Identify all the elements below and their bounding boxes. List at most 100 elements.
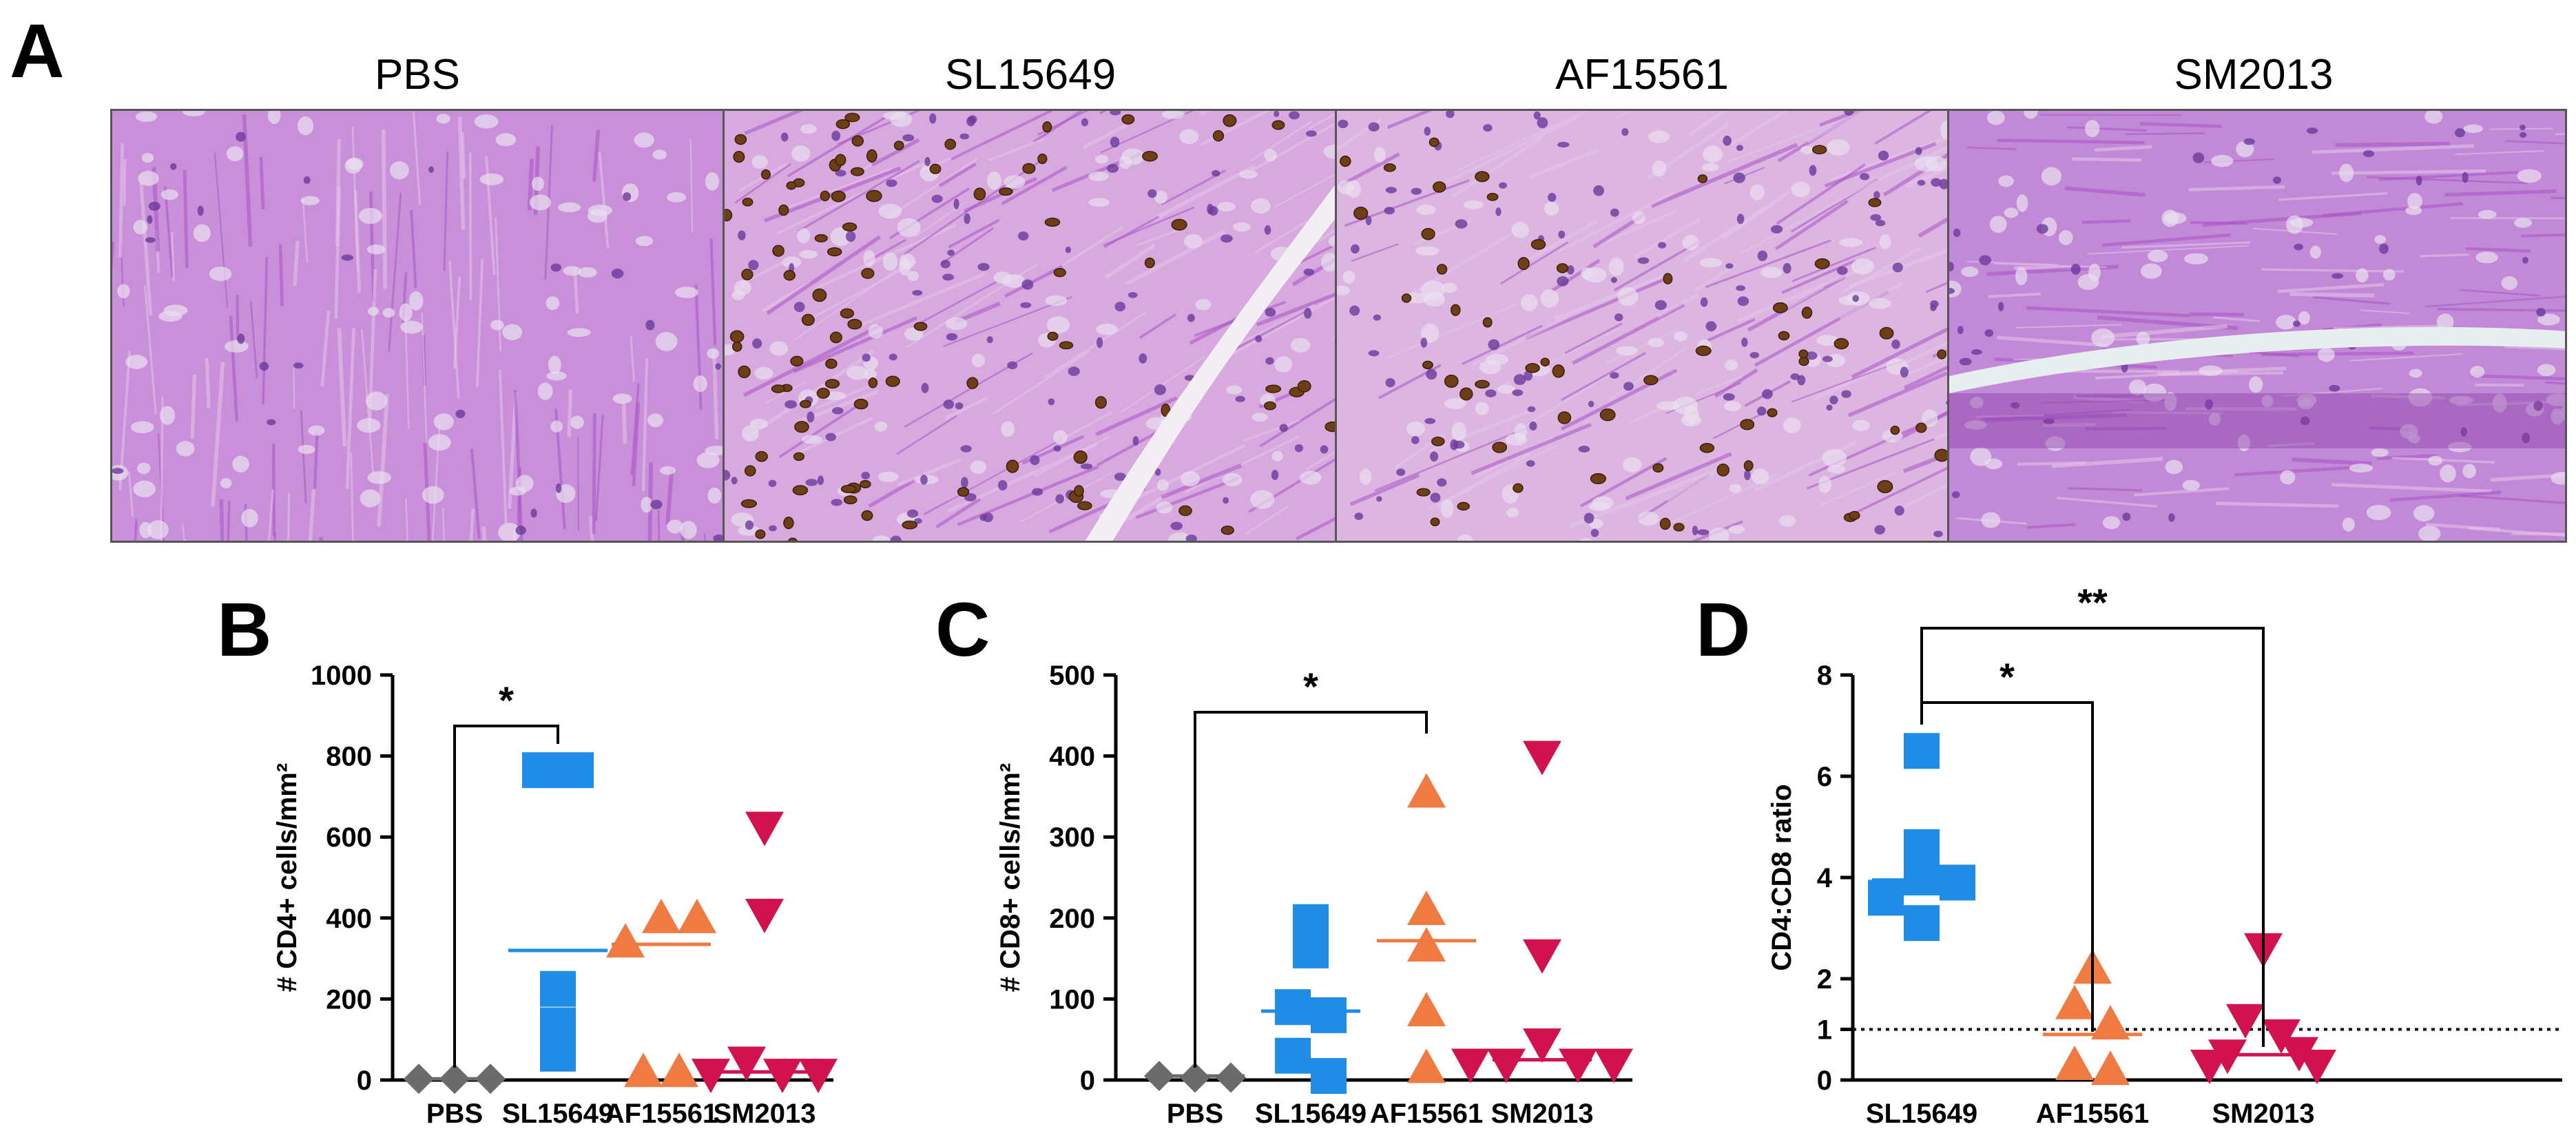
nucleus <box>1289 111 1300 120</box>
stained-t-cell <box>733 151 745 163</box>
nucleus <box>1055 494 1064 503</box>
tissue-cell <box>1121 148 1145 165</box>
nucleus <box>2533 400 2543 411</box>
tissue-fibre <box>205 358 211 408</box>
tissue-fibre <box>2504 345 2565 351</box>
tissue-fibre <box>1878 146 1947 182</box>
tissue-cell <box>546 296 560 311</box>
nucleus <box>1878 150 1889 161</box>
nucleus <box>1170 521 1183 530</box>
tissue-cell <box>1760 267 1783 278</box>
nucleus <box>1350 244 1360 254</box>
tissue-fibre <box>1776 163 1866 225</box>
nucleus <box>968 115 977 124</box>
tissue-cell <box>2261 395 2274 408</box>
tissue-cell <box>1783 417 1801 433</box>
tissue-fibre <box>2102 233 2231 247</box>
tissue-fibre <box>647 462 654 541</box>
tissue-fibre <box>2234 465 2360 477</box>
micrograph-sm2013 <box>1947 109 2567 543</box>
y-tick-label: 300 <box>1049 822 1095 853</box>
nucleus <box>1537 117 1548 129</box>
tissue-fibre <box>740 261 783 286</box>
tissue-cell <box>502 324 523 341</box>
nucleus <box>1455 219 1468 229</box>
tissue-fibre <box>1461 324 1544 366</box>
nucleus <box>886 179 897 187</box>
tissue-fibre <box>2189 312 2244 317</box>
data-point <box>1523 939 1561 974</box>
tissue-cell <box>1970 447 1992 466</box>
tissue-fibre <box>1385 303 1518 360</box>
y-tick-label: 200 <box>326 984 372 1015</box>
nucleus <box>1744 470 1751 481</box>
nucleus <box>1805 351 1818 360</box>
data-point <box>540 970 576 1007</box>
tissue-cell <box>160 189 178 200</box>
nucleus <box>197 205 204 216</box>
tissue-fibre <box>1351 242 1399 262</box>
stained-t-cell <box>1297 380 1311 393</box>
stained-t-cell <box>1212 130 1225 142</box>
nucleus <box>986 336 993 344</box>
nucleus <box>835 169 846 177</box>
stained-t-cell <box>973 187 986 200</box>
tissue-fibre <box>1103 243 1156 280</box>
stained-t-cell <box>929 163 942 174</box>
tissue-fibre <box>2281 387 2382 397</box>
nucleus <box>1756 406 1767 416</box>
tissue-fibre <box>351 126 359 272</box>
tissue-cell <box>1420 280 1445 300</box>
tissue-fibre <box>320 310 331 387</box>
x-tick-label: AF15561 <box>1370 1099 1484 1129</box>
image-title-sm2013: SM2013 <box>2174 51 2334 98</box>
nucleus <box>2122 512 2131 521</box>
tissue-fibre <box>302 198 309 263</box>
nucleus <box>1128 291 1138 298</box>
nucleus <box>1235 395 1245 402</box>
nucleus <box>748 260 759 271</box>
tissue-cell <box>751 155 768 169</box>
tissue-cell <box>358 207 382 225</box>
series-sm2013 <box>692 811 838 1094</box>
tissue-cell <box>1195 298 1212 311</box>
tissue-fibre <box>468 152 472 301</box>
nucleus <box>731 477 738 485</box>
stained-t-cell <box>1422 360 1433 370</box>
tissue-cell <box>907 271 920 282</box>
stained-t-cell <box>944 138 957 150</box>
tissue-fibre <box>1103 216 1160 249</box>
tissue-cell <box>2492 393 2507 413</box>
nucleus <box>1623 382 1634 391</box>
tissue-fibre <box>1730 111 1789 146</box>
tissue-cell <box>2560 404 2565 421</box>
tissue-cell <box>2249 376 2263 393</box>
tissue-cell <box>1723 401 1742 412</box>
nucleus <box>1621 127 1629 136</box>
stained-t-cell <box>893 141 904 151</box>
tissue-cell <box>797 228 811 244</box>
stained-t-cell <box>1042 121 1052 133</box>
tissue-fibre <box>2213 316 2260 322</box>
nucleus <box>1762 388 1773 399</box>
nucleus <box>1692 526 1699 536</box>
nucleus <box>1741 338 1748 347</box>
nucleus <box>1396 468 1406 477</box>
nucleus <box>768 479 777 487</box>
tissue-cell <box>799 250 818 259</box>
tissue-fibre <box>988 138 1045 162</box>
tissue-fibre <box>1984 413 2127 422</box>
nucleus <box>2329 384 2340 392</box>
tissue-fibre <box>1484 327 1621 395</box>
stained-t-cell <box>1044 218 1061 227</box>
tissue-cell <box>2016 194 2028 212</box>
tissue-cell <box>791 145 811 162</box>
nucleus <box>983 512 994 523</box>
tissue-fibre <box>1689 111 1728 136</box>
tissue-cell <box>267 111 281 125</box>
tissue-cell <box>357 418 381 433</box>
stained-t-cell <box>794 421 809 433</box>
tissue-cell <box>183 111 205 116</box>
tissue-fibre <box>1339 152 1400 187</box>
stained-t-cell <box>1221 526 1234 535</box>
